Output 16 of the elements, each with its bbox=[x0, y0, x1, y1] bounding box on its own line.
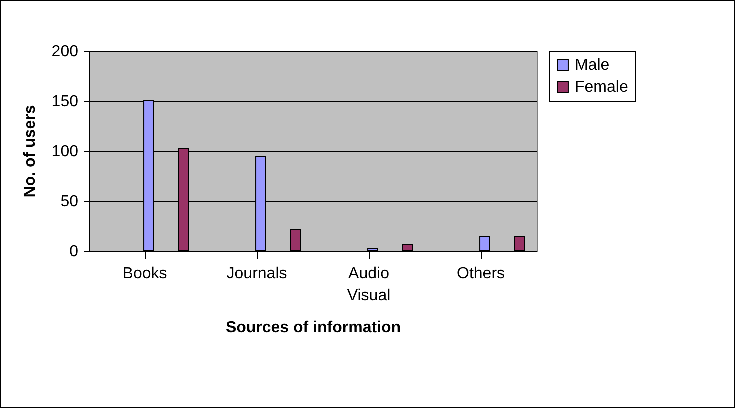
bar bbox=[402, 244, 414, 252]
y-tick-label: 0 bbox=[70, 244, 79, 260]
x-axis-title: Sources of information bbox=[226, 320, 402, 336]
legend-label: Female bbox=[575, 79, 628, 96]
y-tick-label: 50 bbox=[60, 194, 79, 210]
x-tick-label: Journals bbox=[226, 266, 288, 282]
x-tick-label: Books bbox=[122, 266, 168, 282]
legend-label: Male bbox=[575, 57, 610, 74]
x-tick-label: Others bbox=[456, 266, 506, 282]
bar bbox=[514, 236, 526, 252]
y-tick-label: 150 bbox=[52, 94, 79, 110]
y-axis-title: No. of users bbox=[22, 105, 39, 198]
x-tick-label: Audio Visual bbox=[347, 266, 391, 304]
y-tick-label: 200 bbox=[52, 44, 79, 60]
bar bbox=[290, 230, 302, 252]
y-tick-label: 100 bbox=[52, 144, 79, 160]
